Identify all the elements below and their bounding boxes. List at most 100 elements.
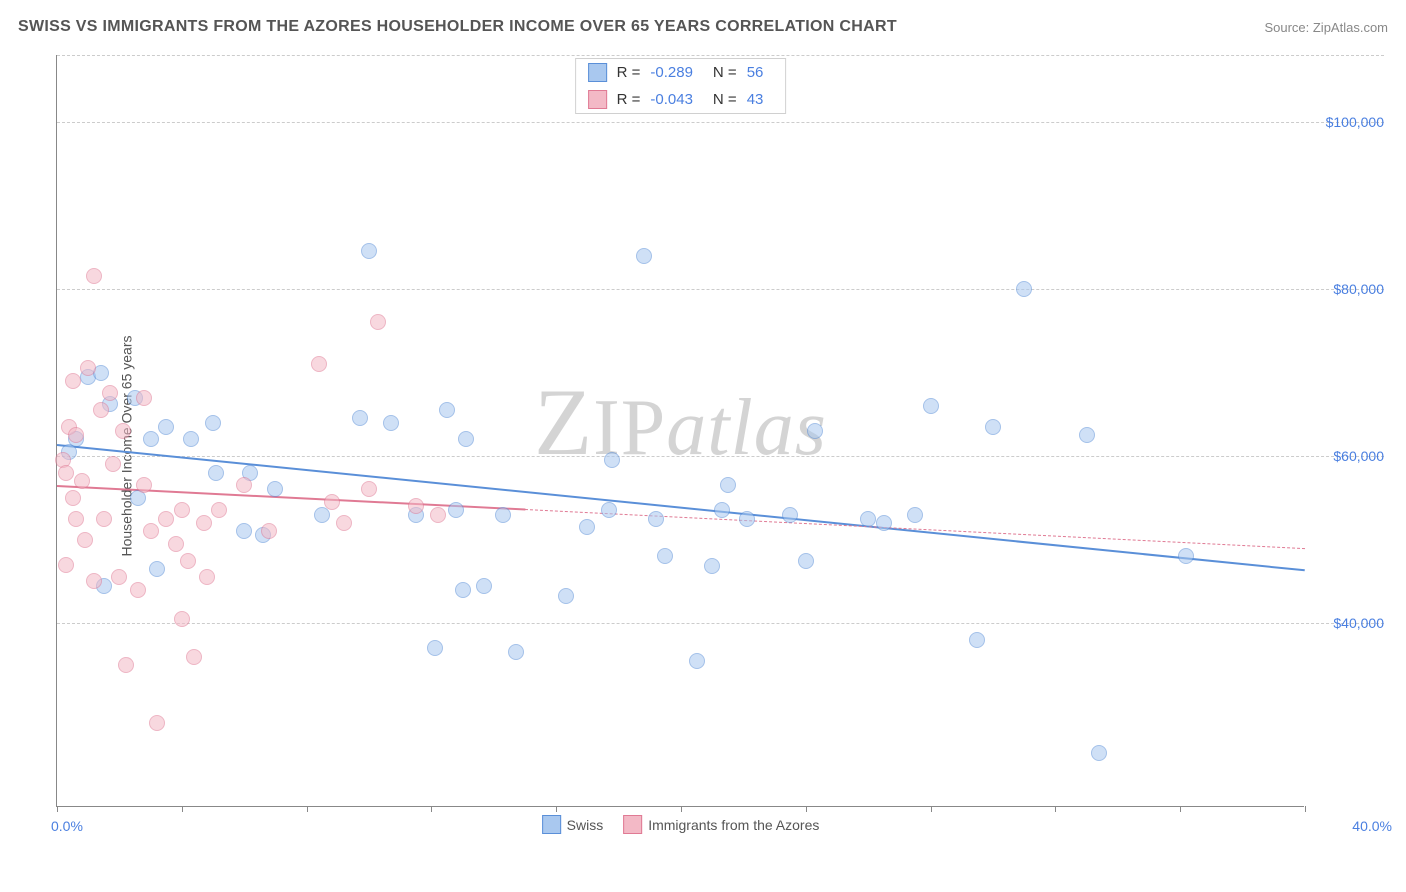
data-point: [476, 578, 492, 594]
data-point: [130, 582, 146, 598]
data-point: [923, 398, 939, 414]
data-point: [1079, 427, 1095, 443]
data-point: [183, 431, 199, 447]
data-point: [96, 511, 112, 527]
data-point: [324, 494, 340, 510]
data-point: [236, 523, 252, 539]
trendline-swiss: [57, 444, 1305, 571]
n-label: N =: [713, 64, 737, 81]
data-point: [601, 502, 617, 518]
data-point: [714, 502, 730, 518]
data-point: [205, 415, 221, 431]
data-point: [311, 356, 327, 372]
legend-item: Swiss: [542, 815, 604, 834]
data-point: [77, 532, 93, 548]
data-point: [80, 360, 96, 376]
data-point: [807, 423, 823, 439]
x-axis-max-label: 40.0%: [1352, 818, 1392, 834]
data-point: [261, 523, 277, 539]
data-point: [174, 502, 190, 518]
data-point: [68, 427, 84, 443]
data-point: [65, 373, 81, 389]
x-tick: [1055, 806, 1056, 812]
data-point: [876, 515, 892, 531]
data-point: [985, 419, 1001, 435]
legend-swatch: [588, 63, 607, 82]
data-point: [427, 640, 443, 656]
data-point: [105, 456, 121, 472]
data-point: [383, 415, 399, 431]
r-value: -0.043: [650, 91, 693, 108]
chart-title: SWISS VS IMMIGRANTS FROM THE AZORES HOUS…: [18, 18, 897, 36]
data-point: [455, 582, 471, 598]
data-point: [118, 657, 134, 673]
x-tick: [307, 806, 308, 812]
data-point: [558, 588, 574, 604]
x-tick: [1305, 806, 1306, 812]
x-tick: [681, 806, 682, 812]
gridline-horizontal: [57, 55, 1384, 56]
data-point: [1016, 281, 1032, 297]
data-point: [180, 553, 196, 569]
data-point: [174, 611, 190, 627]
source-attribution: Source: ZipAtlas.com: [1264, 20, 1388, 35]
data-point: [361, 243, 377, 259]
series-legend: Swiss Immigrants from the Azores: [542, 815, 820, 834]
stats-row: R = -0.043 N = 43: [576, 86, 786, 113]
data-point: [136, 390, 152, 406]
data-point: [65, 490, 81, 506]
data-point: [689, 653, 705, 669]
data-point: [86, 573, 102, 589]
data-point: [648, 511, 664, 527]
x-tick: [556, 806, 557, 812]
legend-label: Swiss: [567, 817, 604, 833]
data-point: [495, 507, 511, 523]
n-label: N =: [713, 91, 737, 108]
gridline-horizontal: [57, 623, 1384, 624]
stats-row: R =-0.289N =56: [576, 59, 786, 86]
data-point: [704, 558, 720, 574]
data-point: [336, 515, 352, 531]
r-label: R =: [617, 91, 641, 108]
data-point: [969, 632, 985, 648]
data-point: [236, 477, 252, 493]
data-point: [860, 511, 876, 527]
n-value: 43: [747, 91, 764, 108]
data-point: [604, 452, 620, 468]
data-point: [115, 423, 131, 439]
data-point: [136, 477, 152, 493]
data-point: [208, 465, 224, 481]
legend-swatch: [542, 815, 561, 834]
legend-swatch: [623, 815, 642, 834]
gridline-horizontal: [57, 122, 1384, 123]
data-point: [186, 649, 202, 665]
data-point: [720, 477, 736, 493]
data-point: [158, 419, 174, 435]
n-value: 56: [747, 64, 764, 81]
scatter-plot-area: ZIPatlas $40,000$60,000$80,000$100,0000.…: [56, 55, 1304, 807]
data-point: [68, 511, 84, 527]
data-point: [636, 248, 652, 264]
y-tick-label: $80,000: [1310, 281, 1384, 297]
data-point: [149, 715, 165, 731]
data-point: [93, 402, 109, 418]
data-point: [86, 268, 102, 284]
x-tick: [431, 806, 432, 812]
data-point: [430, 507, 446, 523]
data-point: [657, 548, 673, 564]
r-label: R =: [617, 64, 641, 81]
data-point: [361, 481, 377, 497]
watermark: ZIPatlas: [534, 367, 827, 477]
data-point: [408, 498, 424, 514]
x-tick: [57, 806, 58, 812]
data-point: [149, 561, 165, 577]
data-point: [448, 502, 464, 518]
data-point: [58, 465, 74, 481]
data-point: [111, 569, 127, 585]
x-tick: [182, 806, 183, 812]
x-axis-min-label: 0.0%: [51, 818, 83, 834]
legend-label: Immigrants from the Azores: [648, 817, 819, 833]
y-tick-label: $100,000: [1310, 114, 1384, 130]
x-tick: [1180, 806, 1181, 812]
x-tick: [931, 806, 932, 812]
